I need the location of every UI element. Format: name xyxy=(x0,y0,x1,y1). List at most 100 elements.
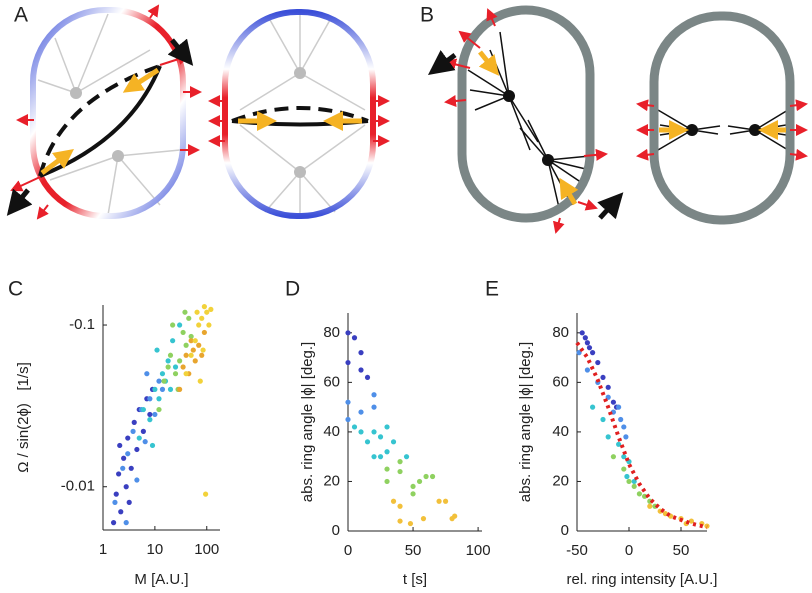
data-point xyxy=(144,371,150,377)
data-point xyxy=(126,499,132,505)
data-point xyxy=(123,484,129,490)
data-point xyxy=(610,399,617,405)
x-tick-label: 50 xyxy=(405,542,422,559)
data-point xyxy=(180,364,186,370)
data-point xyxy=(165,364,171,370)
panel-label: E xyxy=(485,278,499,301)
x-tick-label: 1 xyxy=(99,541,107,558)
fit-line xyxy=(575,341,708,530)
y-tick-label: 40 xyxy=(323,423,340,440)
data-point xyxy=(131,419,137,425)
data-point xyxy=(192,358,198,364)
data-point xyxy=(186,315,192,321)
data-point xyxy=(183,342,189,348)
data-point xyxy=(120,465,126,471)
data-point xyxy=(584,367,591,373)
data-point xyxy=(642,493,648,499)
data-point xyxy=(590,404,596,410)
data-point xyxy=(410,491,416,497)
data-point xyxy=(595,359,601,366)
data-point xyxy=(436,498,442,504)
y-tick-label: 80 xyxy=(323,324,340,341)
panel-label: B xyxy=(420,4,434,27)
data-point xyxy=(161,378,167,384)
data-point xyxy=(397,468,403,475)
data-point xyxy=(416,478,423,485)
data-point xyxy=(397,518,403,524)
diagram-a xyxy=(6,4,390,220)
data-point xyxy=(159,371,166,377)
data-point xyxy=(364,374,371,381)
data-point xyxy=(190,347,196,353)
data-point xyxy=(194,309,200,315)
data-point xyxy=(192,338,198,344)
data-point xyxy=(118,509,124,515)
data-point xyxy=(429,473,436,480)
data-point xyxy=(177,386,183,392)
x-tick-label: 10 xyxy=(147,541,164,558)
data-point xyxy=(358,367,364,373)
data-point xyxy=(407,520,414,527)
y-axis-label: abs. ring angle |ϕ| [deg.] xyxy=(299,342,316,502)
y-axis-label: Ω / sin(2ϕ) [1/s] xyxy=(15,362,32,472)
y-tick-label: 20 xyxy=(552,472,569,489)
data-point xyxy=(147,417,153,423)
data-point xyxy=(345,399,351,405)
data-point xyxy=(688,518,695,524)
data-point xyxy=(579,330,585,336)
data-point xyxy=(377,434,384,440)
data-point xyxy=(140,428,146,434)
data-point xyxy=(140,406,146,413)
data-point xyxy=(452,513,458,519)
data-point xyxy=(626,478,632,485)
data-point xyxy=(600,374,606,381)
y-tick-label: 60 xyxy=(323,373,340,390)
data-point xyxy=(149,442,156,449)
data-point xyxy=(621,466,627,472)
data-point xyxy=(128,465,134,471)
x-tick-label: 50 xyxy=(673,542,690,559)
data-point xyxy=(125,451,131,457)
data-point xyxy=(351,335,358,341)
data-point xyxy=(147,396,153,402)
data-point xyxy=(605,384,611,390)
data-point xyxy=(170,338,176,344)
data-point xyxy=(180,329,186,336)
data-point xyxy=(156,396,162,402)
data-point xyxy=(183,352,189,358)
y-tick-label: 60 xyxy=(552,373,569,390)
data-point xyxy=(371,429,377,435)
y-tick-label: 20 xyxy=(323,472,340,489)
data-point xyxy=(384,478,390,485)
data-point xyxy=(623,434,629,440)
data-point xyxy=(177,322,183,328)
data-point xyxy=(130,428,136,434)
x-axis-label: M [A.U.] xyxy=(134,571,188,588)
data-point xyxy=(188,333,194,340)
data-point xyxy=(165,358,171,364)
data-point xyxy=(397,503,403,509)
data-point xyxy=(152,386,158,392)
data-point xyxy=(183,371,189,377)
data-point xyxy=(647,503,653,509)
data-point xyxy=(182,309,188,315)
data-point xyxy=(584,340,591,346)
data-point xyxy=(167,352,174,358)
x-axis-label: t [s] xyxy=(403,571,427,588)
data-point xyxy=(586,345,593,351)
data-point xyxy=(420,516,427,522)
data-point xyxy=(410,483,416,490)
data-point xyxy=(358,429,364,435)
x-tick-label: 100 xyxy=(194,541,219,558)
panel-label: A xyxy=(14,4,28,27)
data-point xyxy=(358,350,364,356)
data-point xyxy=(188,338,194,344)
data-point xyxy=(147,411,153,418)
data-point xyxy=(197,378,203,384)
y-axis-label: abs. ring angle |ϕ| [deg.] xyxy=(517,342,534,502)
data-point xyxy=(371,454,377,460)
data-point xyxy=(125,435,131,441)
data-point xyxy=(117,442,123,449)
data-point xyxy=(196,342,202,348)
data-point xyxy=(199,352,205,358)
